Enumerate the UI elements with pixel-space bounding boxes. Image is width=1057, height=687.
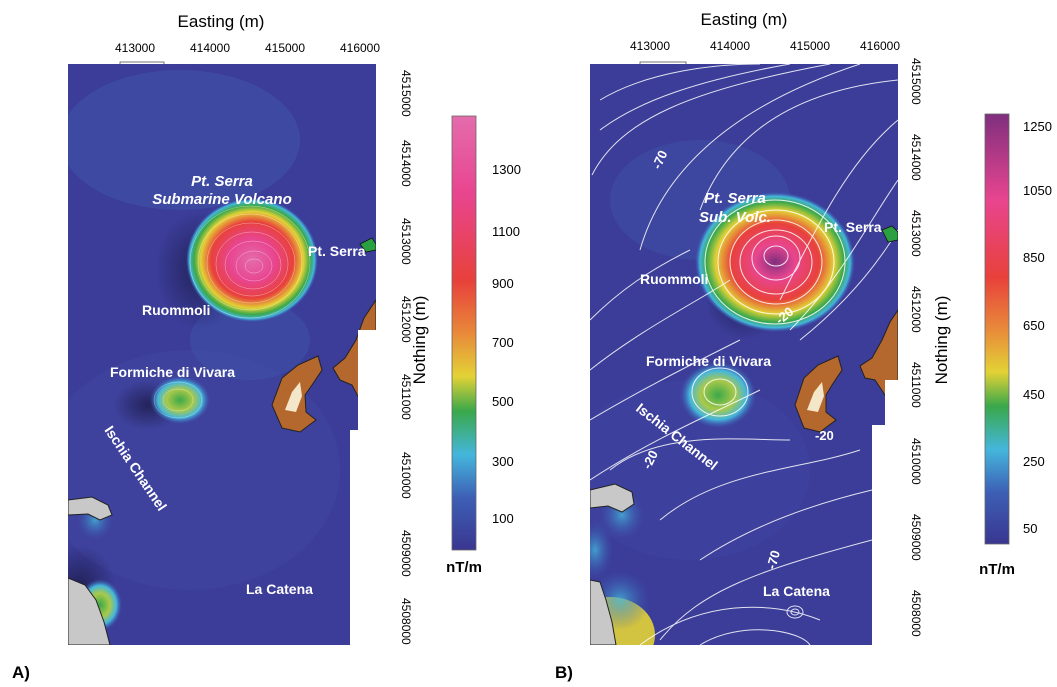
y-tick-labels-b: 4515000 4514000 4513000 4512000 4511000 … xyxy=(909,58,923,637)
x-tick-a-1: 414000 xyxy=(190,41,230,55)
cb-tick-a-6: 100 xyxy=(492,511,514,526)
volcano-label-b-2: Sub. Volc. xyxy=(699,209,771,226)
panel-letter-a: A) xyxy=(12,663,30,682)
cb-unit-b: nT/m xyxy=(979,561,1015,578)
catena-label-b: La Catena xyxy=(763,583,830,599)
x-tick-a-3: 416000 xyxy=(340,41,380,55)
x-tick-b-0: 413000 xyxy=(630,39,670,53)
panel-b: Easting (m) 413000 414000 415000 416000 xyxy=(555,10,1052,682)
volcano-label-a-1: Pt. Serra xyxy=(191,173,253,190)
x-tick-a-0: 413000 xyxy=(115,41,155,55)
y-tick-b-3: 4512000 xyxy=(909,286,923,333)
catena-label-a: La Catena xyxy=(246,581,313,597)
panel-letter-b: B) xyxy=(555,663,573,682)
y-tick-a-5: 4510000 xyxy=(399,452,413,499)
ruommoli-label-a: Ruommoli xyxy=(142,302,210,318)
y-tick-a-0: 4515000 xyxy=(399,70,413,117)
y-tick-b-0: 4515000 xyxy=(909,58,923,105)
x-axis-title-a: Easting (m) xyxy=(178,12,265,31)
colorbar-a: 1300 1100 900 700 500 300 100 nT/m xyxy=(446,115,521,576)
cb-tick-a-4: 500 xyxy=(492,394,514,409)
cb-tick-a-2: 900 xyxy=(492,276,514,291)
contour-label-b-4: -70 xyxy=(763,549,783,571)
cb-tick-b-3: 650 xyxy=(1023,318,1045,333)
y-axis-title-a: Nothing (m) xyxy=(410,296,429,385)
y-tick-b-1: 4514000 xyxy=(909,134,923,181)
contour-label-b-0: -70 xyxy=(649,148,670,171)
formiche-label-a: Formiche di Vivara xyxy=(110,364,235,380)
cb-tick-a-5: 300 xyxy=(492,454,514,469)
y-tick-b-5: 4510000 xyxy=(909,438,923,485)
x-tick-labels-b: 413000 414000 415000 416000 xyxy=(630,39,900,53)
formiche-label-b: Formiche di Vivara xyxy=(646,353,771,369)
y-tick-b-7: 4508000 xyxy=(909,590,923,637)
x-tick-b-3: 416000 xyxy=(860,39,900,53)
cb-tick-a-3: 700 xyxy=(492,335,514,350)
pt-serra-label-b: Pt. Serra xyxy=(824,219,882,235)
y-tick-b-2: 4513000 xyxy=(909,210,923,257)
y-tick-b-6: 4509000 xyxy=(909,514,923,561)
y-tick-labels-a: 4515000 4514000 4513000 4512000 4511000 … xyxy=(399,70,413,645)
x-axis-title-b: Easting (m) xyxy=(701,10,788,29)
cb-unit-a: nT/m xyxy=(446,559,482,576)
x-tick-a-2: 415000 xyxy=(265,41,305,55)
cb-tick-b-6: 50 xyxy=(1023,521,1037,536)
ruommoli-label-b: Ruommoli xyxy=(640,271,708,287)
cb-tick-b-5: 250 xyxy=(1023,454,1045,469)
map-b xyxy=(590,64,898,645)
y-tick-a-4: 4511000 xyxy=(399,374,413,420)
contour-label-b-2: -20 xyxy=(815,428,834,443)
contour-label-b-3: -20 xyxy=(639,448,661,471)
cb-tick-b-0: 1250 xyxy=(1023,119,1052,134)
y-tick-a-2: 4513000 xyxy=(399,218,413,265)
cb-tick-a-0: 1300 xyxy=(492,162,521,177)
cb-tick-b-4: 450 xyxy=(1023,387,1045,402)
y-tick-a-1: 4514000 xyxy=(399,140,413,187)
volcano-label-b-1: Pt. Serra xyxy=(704,190,766,207)
panel-a: Easting (m) 413000 414000 415000 416000 xyxy=(12,12,521,682)
volcano-label-a-2: Submarine Volcano xyxy=(152,191,291,208)
x-tick-b-2: 415000 xyxy=(790,39,830,53)
y-tick-a-7: 4508000 xyxy=(399,598,413,645)
y-tick-a-3: 4512000 xyxy=(399,296,413,343)
x-tick-labels-a: 413000 414000 415000 416000 xyxy=(115,41,380,55)
colorbar-b: 1250 1050 850 650 450 250 50 nT/m xyxy=(979,113,1052,578)
pt-serra-label-a: Pt. Serra xyxy=(308,243,366,259)
cb-tick-b-2: 850 xyxy=(1023,250,1045,265)
x-tick-b-1: 414000 xyxy=(710,39,750,53)
cb-tick-b-1: 1050 xyxy=(1023,183,1052,198)
y-tick-b-4: 4511000 xyxy=(909,362,923,408)
y-axis-title-b: Nothing (m) xyxy=(932,296,951,385)
y-tick-a-6: 4509000 xyxy=(399,530,413,577)
map-a xyxy=(68,64,376,645)
cb-tick-a-1: 1100 xyxy=(492,224,520,239)
